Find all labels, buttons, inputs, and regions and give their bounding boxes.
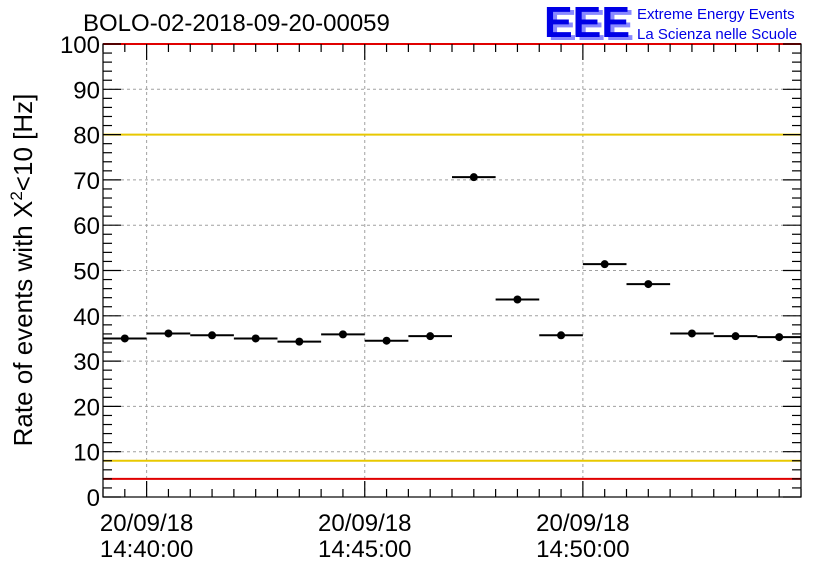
logo-line2: La Scienza nelle Scuole	[637, 26, 797, 43]
y-tick-label: 50	[73, 259, 100, 286]
logo-line1: Extreme Energy Events	[637, 6, 795, 23]
x-tick-label-time: 14:40:00	[100, 536, 193, 563]
chart-title: BOLO-02-2018-09-20-00059	[83, 10, 390, 37]
y-axis-label-prefix: Rate of events with X	[8, 201, 38, 447]
data-point	[426, 332, 435, 341]
grid-lines	[103, 44, 801, 497]
x-tick-label-date: 20/09/18	[318, 510, 411, 537]
logo-text: EEE	[544, 0, 630, 47]
data-point	[469, 173, 478, 182]
logo-shadow: EEE	[548, 1, 634, 50]
data-point	[208, 331, 217, 340]
y-tick-label: 70	[73, 168, 100, 195]
y-axis-label-suffix: <10 [Hz]	[8, 94, 38, 192]
y-tick-label: 60	[73, 213, 100, 240]
y-tick-label: 10	[73, 440, 100, 467]
y-tick-labels: 0 10 20 30 40 50 60 70 80 90 100	[60, 32, 100, 512]
data-point	[338, 330, 347, 339]
eee-logo: EEE EEE Extreme Energy Events La Scienza…	[544, 0, 797, 50]
y-tick-label: 0	[87, 485, 100, 512]
x-tick-label-time: 14:50:00	[536, 536, 629, 563]
data-point	[687, 329, 696, 338]
y-axis-label-sup: 2	[7, 191, 26, 200]
x-tick-label-date: 20/09/18	[536, 510, 629, 537]
y-tick-label: 20	[73, 394, 100, 421]
x-tick-label-time: 14:45:00	[318, 536, 411, 563]
data-point	[557, 331, 566, 340]
axis-ticks	[102, 43, 802, 498]
data-point	[600, 260, 609, 269]
y-tick-label: 30	[73, 349, 100, 376]
y-tick-label: 80	[73, 123, 100, 150]
reference-lines	[103, 133, 801, 480]
data-point	[120, 334, 129, 343]
y-tick-label: 90	[73, 77, 100, 104]
data-point	[775, 333, 784, 342]
data-point	[164, 329, 173, 338]
y-tick-label: 100	[60, 32, 100, 59]
data-point	[295, 337, 304, 346]
x-tick-labels: 20/09/1814:40:0020/09/1814:45:0020/09/18…	[100, 510, 630, 563]
y-axis-label: Rate of events with X2<10 [Hz]	[7, 94, 38, 447]
data-point	[731, 332, 740, 341]
data-point	[513, 295, 522, 304]
data-point	[644, 280, 653, 289]
data-point	[251, 334, 260, 343]
x-tick-label-date: 20/09/18	[100, 510, 193, 537]
data-point	[382, 336, 391, 345]
data-points	[103, 173, 801, 346]
y-tick-label: 40	[73, 304, 100, 331]
